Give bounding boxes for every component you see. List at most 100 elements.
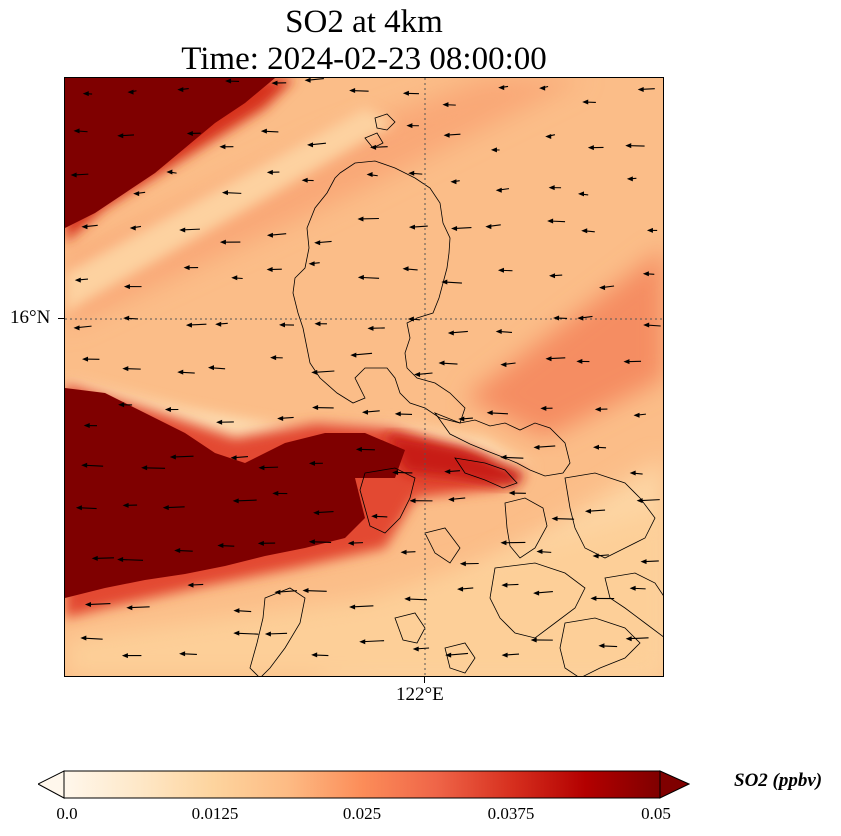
wind-vector-head: [350, 352, 357, 358]
wind-vector-head: [122, 502, 129, 508]
wind-vector-head: [233, 608, 240, 614]
so2-moderate-band-north: [65, 78, 585, 328]
wind-vector-head: [640, 559, 647, 565]
so2-moderate-band-east: [465, 249, 663, 438]
wind-vector-head: [91, 555, 98, 561]
wind-vector-head: [301, 177, 308, 183]
wind-vector-head: [501, 582, 508, 588]
babuyan-island: [364, 132, 384, 149]
wind-vector-head: [587, 145, 594, 151]
wind-vector-head: [636, 498, 643, 504]
chart-title-line2: Time: 2024-02-23 08:00:00: [181, 41, 547, 77]
wind-vector-head: [271, 80, 278, 86]
lat-tick-label: 16°N: [10, 307, 51, 328]
wind-vector-head: [127, 89, 134, 95]
wind-vector-head: [495, 328, 502, 334]
wind-vector-head: [533, 590, 540, 596]
wind-vector-head: [314, 240, 321, 246]
so2-plume-core-north: [65, 78, 275, 228]
wind-vector-head: [314, 321, 321, 327]
wind-vector-head: [361, 409, 368, 415]
wind-vector-head: [231, 275, 238, 281]
wind-vector-head: [408, 170, 415, 176]
wind-vector-head: [219, 144, 226, 150]
wind-vector-head: [409, 498, 416, 504]
wind-vector-head: [274, 589, 281, 595]
wind-vector-head: [349, 604, 356, 610]
wind-vector-head: [121, 653, 128, 659]
wind-vector-head: [230, 455, 237, 461]
wind-vector-head: [123, 284, 130, 290]
wind-vector-head: [308, 539, 315, 545]
wind-vector-head: [402, 266, 409, 272]
colorbar-tick-label: 0.0375: [487, 804, 535, 823]
wind-vector-head: [547, 218, 554, 224]
wind-vector-head: [221, 190, 228, 196]
wind-vector-head: [642, 271, 649, 277]
wind-vector-head: [590, 595, 597, 601]
wind-vector-head: [304, 78, 311, 83]
wind-vector-head: [219, 239, 226, 245]
wind-vector-head: [539, 85, 546, 91]
wind-vector-head: [141, 465, 148, 471]
wind-vector-head: [459, 561, 466, 567]
wind-vector-head: [225, 78, 232, 84]
wind-vector-head: [81, 462, 88, 468]
wind-vector-head: [217, 543, 224, 549]
wind-vector-head: [232, 498, 239, 504]
wind-vector-head: [500, 362, 507, 368]
wind-vector-head: [629, 585, 636, 591]
wind-vector-head: [599, 285, 606, 291]
wind-vector-head: [458, 416, 465, 422]
wind-vector-head: [359, 639, 366, 645]
wind-vector-head: [82, 91, 89, 97]
colorbar-extend-max: [659, 770, 690, 799]
wind-vector-head: [126, 605, 133, 611]
wind-vector-head: [576, 358, 583, 364]
wind-vector-head: [371, 513, 378, 519]
wind-vector-head: [177, 369, 184, 375]
wind-vector-head: [447, 330, 454, 336]
wind-vector-head: [169, 454, 176, 460]
wind-vector-head: [233, 630, 240, 636]
so2-plume-extension-east: [385, 433, 525, 488]
wind-vector-head: [392, 469, 399, 475]
wind-vector-head: [117, 133, 124, 139]
wind-vector-head: [584, 508, 591, 514]
wind-vector-head: [495, 187, 502, 193]
bicol-coastline: [433, 412, 571, 477]
wind-vector-head: [500, 454, 507, 460]
wind-vector-head: [74, 277, 81, 283]
wind-vector-head: [486, 410, 493, 416]
so2-map-svg: [65, 78, 663, 676]
wind-vector-head: [548, 185, 555, 191]
wind-vector-head: [448, 496, 455, 502]
wind-vector-head: [545, 356, 552, 362]
wind-vector-head: [162, 505, 169, 511]
wind-vector-head: [553, 315, 560, 321]
wind-vector-head: [578, 191, 585, 197]
wind-vector-head: [83, 423, 90, 429]
wind-vector-head: [302, 588, 309, 594]
wind-vector-head: [117, 556, 124, 562]
wind-vector-head: [500, 540, 507, 546]
wind-vector-head: [394, 411, 401, 417]
wind-vector-head: [266, 232, 273, 238]
wind-vector-head: [308, 261, 315, 267]
small-island-2: [394, 612, 426, 644]
wind-vector-head: [498, 85, 505, 91]
wind-vector-head: [629, 470, 636, 476]
palawan-north-coastline: [249, 587, 306, 676]
wind-vector-head: [357, 216, 364, 222]
wind-vector-head: [412, 646, 419, 652]
wind-vector-head: [311, 369, 318, 375]
wind-vector-head: [414, 372, 421, 378]
wind-vector-head: [443, 132, 450, 138]
wind-vector-head: [581, 228, 588, 234]
wind-vector-head: [266, 267, 273, 273]
wind-vector-head: [450, 179, 457, 185]
wind-vector-head: [208, 365, 215, 371]
wind-vector-head: [129, 225, 136, 231]
wind-vector-head: [490, 147, 497, 153]
wind-vector-head: [400, 549, 407, 555]
